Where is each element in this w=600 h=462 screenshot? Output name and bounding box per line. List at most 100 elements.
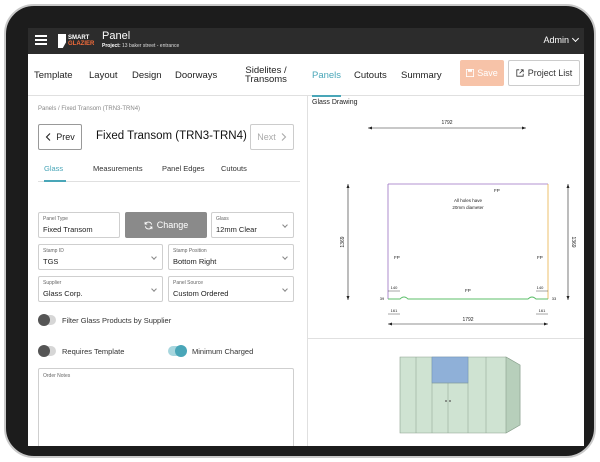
tab-summary[interactable]: Summary xyxy=(401,69,442,81)
save-icon xyxy=(466,69,475,77)
stamp-position-label: Stamp Position xyxy=(173,248,207,254)
change-button[interactable]: Change xyxy=(125,212,207,238)
save-button[interactable]: Save xyxy=(460,60,504,86)
breadcrumb[interactable]: Panels / Fixed Transom (TRN3-TRN4) xyxy=(38,106,141,112)
logo-line1: SMART xyxy=(68,35,90,41)
order-notes-textarea[interactable]: Order Notes xyxy=(38,368,294,446)
drawing-divider xyxy=(308,338,584,339)
change-label: Change xyxy=(156,220,189,230)
panel-title: Fixed Transom (TRN3-TRN4) xyxy=(96,130,247,142)
supplier-value: Glass Corp. xyxy=(43,289,83,298)
panel-type-value: Fixed Transom xyxy=(43,225,93,234)
requires-template-row: Requires Template xyxy=(38,345,124,357)
fp-top-label: FP xyxy=(494,188,500,193)
top-width-label: 1792 xyxy=(441,120,452,126)
prev-label: Prev xyxy=(56,132,75,142)
preview-handle xyxy=(449,400,451,402)
right-height-label: 1369 xyxy=(570,236,576,247)
minimum-charged-label: Minimum Charged xyxy=(192,346,254,356)
panel-source-value: Custom Ordered xyxy=(173,289,229,298)
tab-doorways[interactable]: Doorways xyxy=(175,69,218,81)
stamp-id-select[interactable]: Stamp ID TGS xyxy=(38,244,163,270)
preview-selected-transom xyxy=(431,356,469,384)
app-title: Panel xyxy=(102,30,131,42)
chevron-down-icon xyxy=(151,286,157,292)
external-link-icon xyxy=(516,69,524,77)
glass-drawing: 1792 1369 1369 FP FP FP FP All holes hav… xyxy=(340,120,576,326)
refresh-icon xyxy=(144,221,153,229)
user-name: Admin xyxy=(543,35,569,45)
panel-subtabs: Glass Measurements Panel Edges Cutouts xyxy=(38,164,300,182)
panel-type-label: Panel Type xyxy=(43,216,68,222)
tab-cutouts[interactable]: Cutouts xyxy=(354,69,387,81)
user-menu[interactable]: Admin xyxy=(543,34,580,45)
next-label: Next xyxy=(257,132,276,142)
stamp-position-select[interactable]: Stamp Position Bottom Right xyxy=(168,244,294,270)
subtab-measurements[interactable]: Measurements xyxy=(93,164,143,173)
stamp-id-label: Stamp ID xyxy=(43,248,64,254)
preview-handle xyxy=(445,400,447,402)
tablet-frame: SMART GLAZIER Panel Project: 13 baker st… xyxy=(4,4,596,458)
filter-supplier-row: Filter Glass Products by Supplier xyxy=(38,314,172,326)
chevron-down-icon xyxy=(282,254,288,260)
project-list-button[interactable]: Project List xyxy=(508,60,580,86)
logo: SMART GLAZIER xyxy=(58,33,94,49)
chevron-down-icon xyxy=(282,286,288,292)
project-label: Project: xyxy=(102,43,121,49)
tab-design[interactable]: Design xyxy=(132,69,162,81)
fp-bottom-label: FP xyxy=(465,288,471,293)
project-value: 13 baker street - entrance xyxy=(122,43,180,49)
glass-drawing-heading: Glass Drawing xyxy=(312,99,358,106)
logo-mark-icon xyxy=(58,34,66,48)
chevron-down-icon xyxy=(571,34,580,43)
minimum-charged-row: Minimum Charged xyxy=(168,345,254,357)
panel-form: Panels / Fixed Transom (TRN3-TRN4) Prev … xyxy=(28,96,308,446)
panel-source-select[interactable]: Panel Source Custom Ordered xyxy=(168,276,294,302)
left-height-label: 1369 xyxy=(340,236,346,247)
glass-label: Glass xyxy=(216,216,229,222)
cutout-right-small-dim: 33 xyxy=(552,296,557,301)
cutout-left-top-dim: 140 xyxy=(391,285,398,290)
save-label: Save xyxy=(477,68,498,78)
panel-type-field: Panel Type Fixed Transom xyxy=(38,212,120,238)
chevron-down-icon xyxy=(282,222,288,228)
glass-select[interactable]: Glass 12mm Clear xyxy=(211,212,294,238)
cutout-left-bottom-dim: 161 xyxy=(391,308,398,313)
panel-source-label: Panel Source xyxy=(173,280,204,286)
top-bar: SMART GLAZIER Panel Project: 13 baker st… xyxy=(28,28,584,54)
supplier-select[interactable]: Supplier Glass Corp. xyxy=(38,276,163,302)
holes-note-line1: All holes have xyxy=(454,198,483,203)
cutout-right-top-dim: 140 xyxy=(537,285,544,290)
order-notes-label: Order Notes xyxy=(43,373,71,379)
chevron-down-icon xyxy=(151,254,157,260)
fp-left-label: FP xyxy=(394,255,400,260)
panel-bottom-edge xyxy=(388,296,548,300)
chevron-left-icon xyxy=(45,133,51,141)
hamburger-icon[interactable] xyxy=(35,35,47,45)
tab-sidelites-transoms[interactable]: Sidelites / Transoms xyxy=(245,65,287,85)
subtab-cutouts[interactable]: Cutouts xyxy=(221,164,247,173)
subtab-panel-edges[interactable]: Panel Edges xyxy=(162,164,205,173)
minimum-charged-toggle[interactable] xyxy=(168,345,187,357)
preview-glass-side xyxy=(505,356,521,434)
chevron-right-icon xyxy=(281,133,287,141)
step-nav: Template Layout Design Doorways Sidelite… xyxy=(28,54,584,97)
requires-template-toggle[interactable] xyxy=(38,345,56,357)
cutout-right-bottom-dim: 161 xyxy=(539,308,546,313)
filter-supplier-label: Filter Glass Products by Supplier xyxy=(62,315,172,325)
holes-note-line2: 20mm diameter xyxy=(452,205,484,210)
tab-panels[interactable]: Panels xyxy=(312,54,342,97)
3d-glass-preview[interactable] xyxy=(308,339,584,446)
stamp-position-value: Bottom Right xyxy=(173,257,217,266)
app-screen: SMART GLAZIER Panel Project: 13 baker st… xyxy=(28,28,584,446)
project-list-label: Project List xyxy=(527,68,573,78)
stamp-id-value: TGS xyxy=(43,257,59,266)
next-button[interactable]: Next xyxy=(250,124,294,150)
drawing-panel: Glass Drawing 1792 1369 1369 FP FP FP FP… xyxy=(308,96,584,446)
tab-layout[interactable]: Layout xyxy=(89,69,118,81)
tab-template[interactable]: Template xyxy=(34,69,73,81)
subtab-glass[interactable]: Glass xyxy=(44,164,66,182)
filter-supplier-toggle[interactable] xyxy=(38,314,56,326)
prev-button[interactable]: Prev xyxy=(38,124,82,150)
logo-line2: GLAZIER xyxy=(68,41,95,47)
